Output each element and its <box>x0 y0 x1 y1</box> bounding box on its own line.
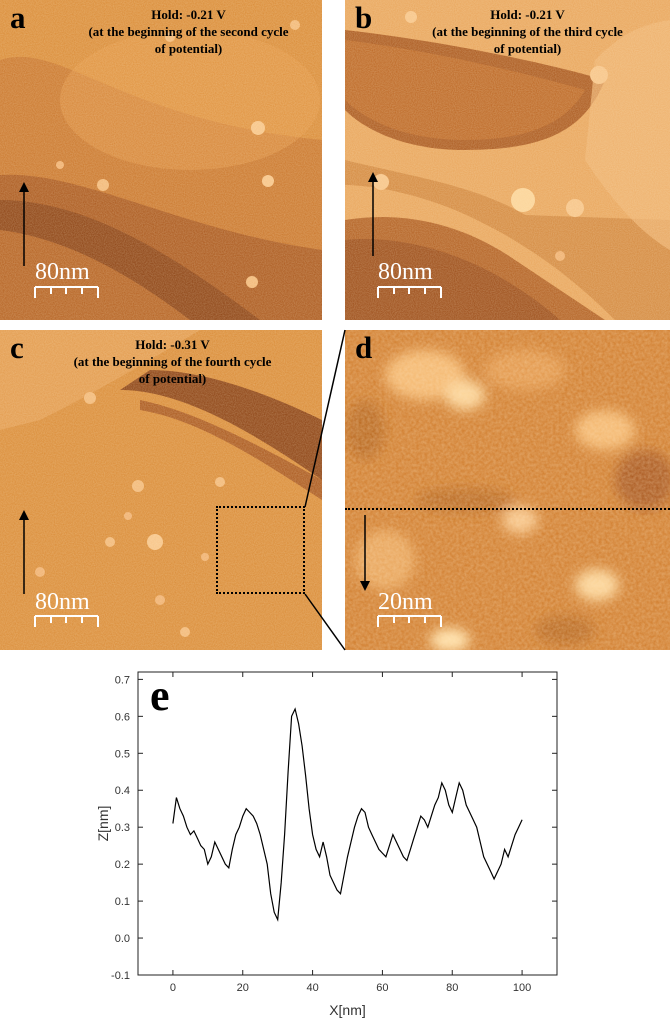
scan-direction-arrow-d <box>360 515 370 591</box>
panel-letter-d: d <box>355 330 373 365</box>
scale-bar-a <box>34 286 99 298</box>
afm-texture-c <box>0 330 322 650</box>
zoom-connector-lines <box>304 329 346 651</box>
profile-line <box>345 508 670 510</box>
caption-b-line2: (at the beginning of the third cycle <box>432 24 623 39</box>
y-tick-label: 0.1 <box>115 896 130 908</box>
y-tick-label: 0.2 <box>115 859 130 871</box>
caption-c-line3: of potential) <box>138 371 207 386</box>
afm-image-b: b Hold: -0.21 V (at the beginning of the… <box>345 0 670 320</box>
y-tick-label: 0.0 <box>115 933 130 945</box>
panel-letter-e: e <box>150 671 170 720</box>
x-axis-label: X[nm] <box>329 1002 366 1018</box>
y-tick-label: 0.3 <box>115 822 130 834</box>
scan-direction-arrow-a <box>19 182 29 266</box>
scale-bar-label-b: 80nm <box>378 259 433 285</box>
y-tick-label: 0.7 <box>115 674 130 686</box>
panel-letter-a: a <box>10 0 26 35</box>
y-tick-label: 0.6 <box>115 711 130 723</box>
afm-image-c: c Hold: -0.31 V (at the beginning of the… <box>0 330 322 650</box>
caption-c-line2: (at the beginning of the fourth cycle <box>73 354 272 369</box>
caption-b-line3: of potential) <box>493 41 562 56</box>
x-tick-label: 60 <box>376 982 388 994</box>
afm-image-d: d 20nm <box>345 330 670 650</box>
scale-bar-d <box>377 615 442 627</box>
caption-a: Hold: -0.21 V (at the beginning of the s… <box>55 6 322 57</box>
x-tick-label: 100 <box>513 982 531 994</box>
afm-texture-a <box>0 0 322 320</box>
x-tick-label: 80 <box>446 982 458 994</box>
profile-series-line <box>172 707 523 922</box>
x-tick-label: 20 <box>237 982 249 994</box>
caption-c: Hold: -0.31 V (at the beginning of the f… <box>30 336 315 387</box>
panel-letter-b: b <box>355 0 373 35</box>
y-axis-label: Z[nm] <box>95 806 111 842</box>
scale-bar-label-d: 20nm <box>378 589 433 615</box>
panel-letter-c: c <box>10 330 24 365</box>
height-profile-chart: 0 20 40 60 80 100 -0.1 0.0 0.1 0.2 0.3 0.4 0.5 0.6 0.7… <box>0 660 670 1024</box>
caption-c-line1: Hold: -0.31 V <box>135 337 210 352</box>
zoom-region-box <box>216 506 305 594</box>
chart-svg: 0 20 40 60 80 100 -0.1 0.0 0.1 0.2 0.3 0.4 0.5 0.6 0.7… <box>95 671 558 1018</box>
afm-texture-d <box>345 330 670 650</box>
y-tick-label: 0.5 <box>115 748 130 760</box>
scale-bar-label-a: 80nm <box>35 259 90 285</box>
x-tick-label: 0 <box>170 982 176 994</box>
caption-a-line2: (at the beginning of the second cycle <box>88 24 289 39</box>
scan-direction-arrow-b <box>368 172 378 256</box>
scale-bar-label-c: 80nm <box>35 589 90 615</box>
y-tick-label: 0.4 <box>115 785 130 797</box>
x-tick-label: 40 <box>306 982 318 994</box>
scale-bar-c <box>34 615 99 627</box>
afm-image-a: a Hold: -0.21 V (at the beginning of the… <box>0 0 322 320</box>
plot-frame <box>137 671 558 976</box>
scan-direction-arrow-c <box>19 510 29 594</box>
y-tick-label: -0.1 <box>111 970 130 982</box>
caption-b: Hold: -0.21 V (at the beginning of the t… <box>385 6 670 57</box>
afm-texture-b <box>345 0 670 320</box>
caption-a-line3: of potential) <box>154 41 223 56</box>
caption-a-line1: Hold: -0.21 V <box>151 7 226 22</box>
scale-bar-b <box>377 286 442 298</box>
caption-b-line1: Hold: -0.21 V <box>490 7 565 22</box>
